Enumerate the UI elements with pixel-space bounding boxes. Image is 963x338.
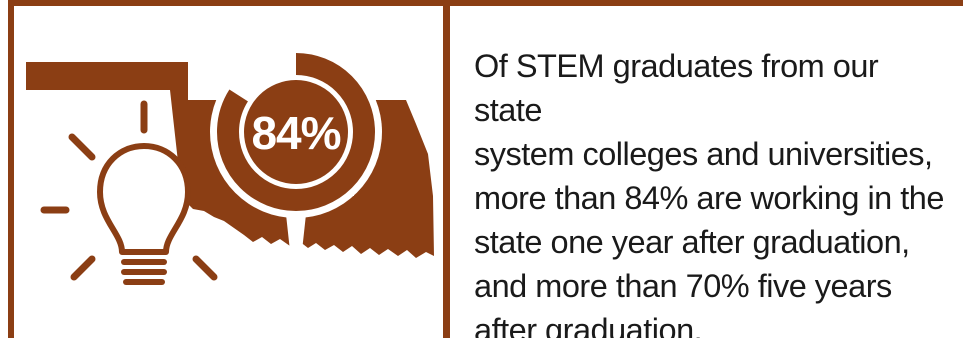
vertical-divider xyxy=(443,0,450,338)
light-rays xyxy=(40,100,246,281)
donut-center xyxy=(244,80,348,184)
donut-progress-icon xyxy=(217,53,375,211)
top-border xyxy=(8,0,963,6)
infographic-graphic: 84% xyxy=(14,6,443,338)
left-border xyxy=(8,0,14,338)
light-bulb-icon xyxy=(97,143,191,285)
percent-label: 84% xyxy=(251,107,340,159)
statistic-statement: Of STEM graduates from our state system … xyxy=(474,48,944,338)
illustration: 84% xyxy=(26,46,434,306)
map-pin-icon: 84% xyxy=(210,46,382,306)
